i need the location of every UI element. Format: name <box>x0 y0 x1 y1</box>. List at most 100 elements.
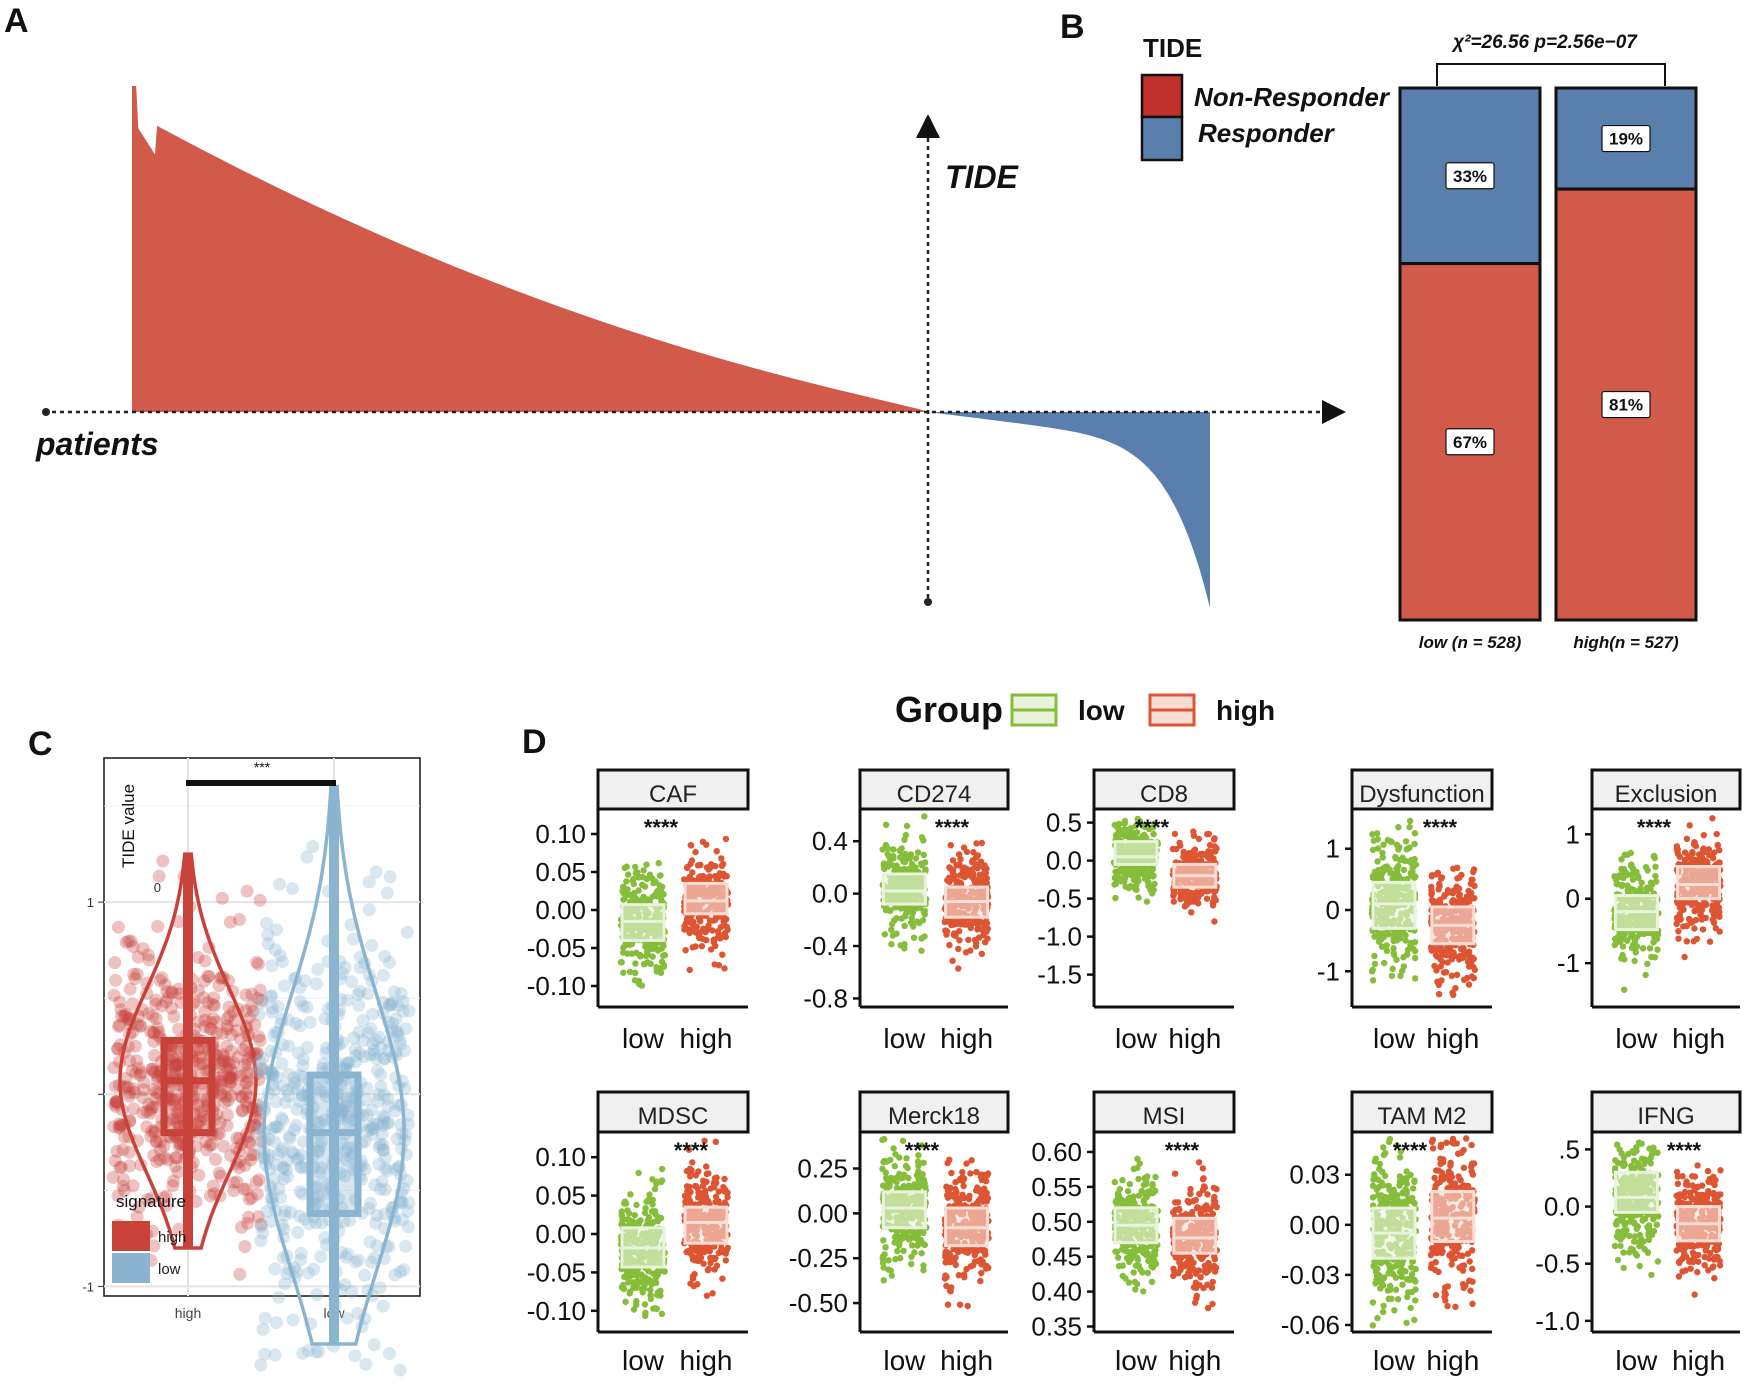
jitter-point <box>133 1068 147 1082</box>
jitter-point <box>223 915 237 929</box>
jitter-point <box>141 1193 155 1206</box>
jitter-point <box>269 1120 283 1134</box>
jitter-point <box>918 862 926 869</box>
jitter-point <box>242 1192 256 1206</box>
jitter-point <box>1652 872 1659 880</box>
facet-strip <box>596 768 750 811</box>
jitter-point <box>111 1189 125 1203</box>
jitter-point <box>207 1012 220 1026</box>
jitter-point <box>656 872 664 879</box>
jitter-point <box>1380 933 1388 941</box>
jitter-point <box>946 864 953 871</box>
y-tick-label: -0.5 <box>1037 884 1082 914</box>
jitter-point <box>270 1070 284 1084</box>
jitter-point <box>367 1117 380 1131</box>
jitter-point <box>390 1132 404 1146</box>
jitter-point <box>241 1216 254 1230</box>
jitter-point <box>981 862 988 869</box>
jitter-point <box>107 988 121 1002</box>
jitter-point <box>1206 841 1214 849</box>
jitter-point <box>689 1252 696 1260</box>
jitter-point <box>623 878 630 885</box>
jitter-point <box>881 931 888 938</box>
jitter-point <box>115 1009 128 1023</box>
jitter-point <box>111 1042 125 1055</box>
jitter-point <box>276 1079 290 1093</box>
jitter-point <box>626 968 634 975</box>
jitter-point <box>912 855 920 862</box>
jitter-point <box>205 1138 219 1151</box>
jitter-point <box>215 1056 229 1070</box>
jitter-point <box>213 1127 227 1141</box>
jitter-point <box>127 1102 141 1116</box>
jitter-point <box>1691 839 1698 846</box>
jitter-point <box>158 978 172 992</box>
jitter-point <box>1145 882 1152 890</box>
jitter-point <box>359 1093 373 1107</box>
jitter-point <box>942 1259 949 1266</box>
jitter-point <box>367 1047 381 1061</box>
jitter-point <box>1675 935 1682 942</box>
panel-b: B TIDE Non-Responder Responder χ²=26.56 … <box>1060 8 1698 652</box>
jitter-point <box>212 979 226 993</box>
jitter-point <box>888 920 896 928</box>
jitter-point <box>235 1103 249 1117</box>
jitter-point <box>366 1128 379 1141</box>
jitter-point <box>223 1071 236 1085</box>
jitter-point <box>312 1345 326 1359</box>
jitter-point <box>1396 934 1403 941</box>
jitter-point <box>272 1290 286 1304</box>
jitter-point <box>132 1200 146 1214</box>
jitter-point <box>1402 838 1410 845</box>
jitter-point <box>1618 865 1625 872</box>
jitter-point <box>296 1070 310 1084</box>
jitter-point <box>277 1161 291 1175</box>
jitter-point <box>697 873 704 880</box>
jitter-point <box>132 1061 146 1075</box>
jitter-point <box>168 1093 182 1107</box>
jitter-point <box>147 1082 161 1096</box>
jitter-point <box>1188 909 1195 916</box>
jitter-point <box>378 1207 392 1221</box>
jitter-point <box>1459 954 1467 961</box>
jitter-point <box>963 1160 970 1167</box>
jitter-point <box>1195 835 1203 843</box>
jitter-point <box>1457 945 1465 953</box>
jitter-point <box>222 1069 235 1082</box>
jitter-point <box>122 934 136 948</box>
legend-label-low: low <box>1078 695 1125 726</box>
jitter-point <box>293 1209 307 1223</box>
jitter-point <box>254 1358 268 1372</box>
jitter-point <box>275 1057 289 1071</box>
jitter-point <box>316 1057 330 1071</box>
jitter-point <box>402 1004 416 1018</box>
jitter-point <box>900 1247 907 1255</box>
jitter-point <box>618 959 625 966</box>
jitter-point <box>622 941 629 948</box>
jitter-point <box>393 1033 407 1047</box>
jitter-point <box>884 850 891 858</box>
jitter-point <box>956 937 963 944</box>
y-axis-origin-dot <box>924 598 932 606</box>
jitter-point <box>374 1068 388 1082</box>
jitter-point <box>271 1000 285 1014</box>
jitter-point <box>971 1249 979 1257</box>
x-tick-label-high: high <box>175 1305 201 1321</box>
jitter-point <box>114 1003 128 1017</box>
jitter-point <box>1406 817 1414 825</box>
jitter-point <box>981 869 988 876</box>
y-axis-title: TIDE value <box>119 784 138 868</box>
jitter-point <box>714 928 721 935</box>
jitter-point <box>230 1024 244 1038</box>
jitter-point <box>915 1168 922 1175</box>
jitter-point <box>718 862 726 870</box>
jitter-point <box>284 1205 298 1219</box>
jitter-point <box>657 1287 664 1295</box>
jitter-point <box>948 1169 955 1177</box>
jitter-point <box>893 930 900 937</box>
y-tick-label: -0.50 <box>789 1288 848 1318</box>
jitter-point <box>400 1174 414 1188</box>
jitter-point <box>289 1016 303 1030</box>
jitter-point <box>885 1257 892 1264</box>
